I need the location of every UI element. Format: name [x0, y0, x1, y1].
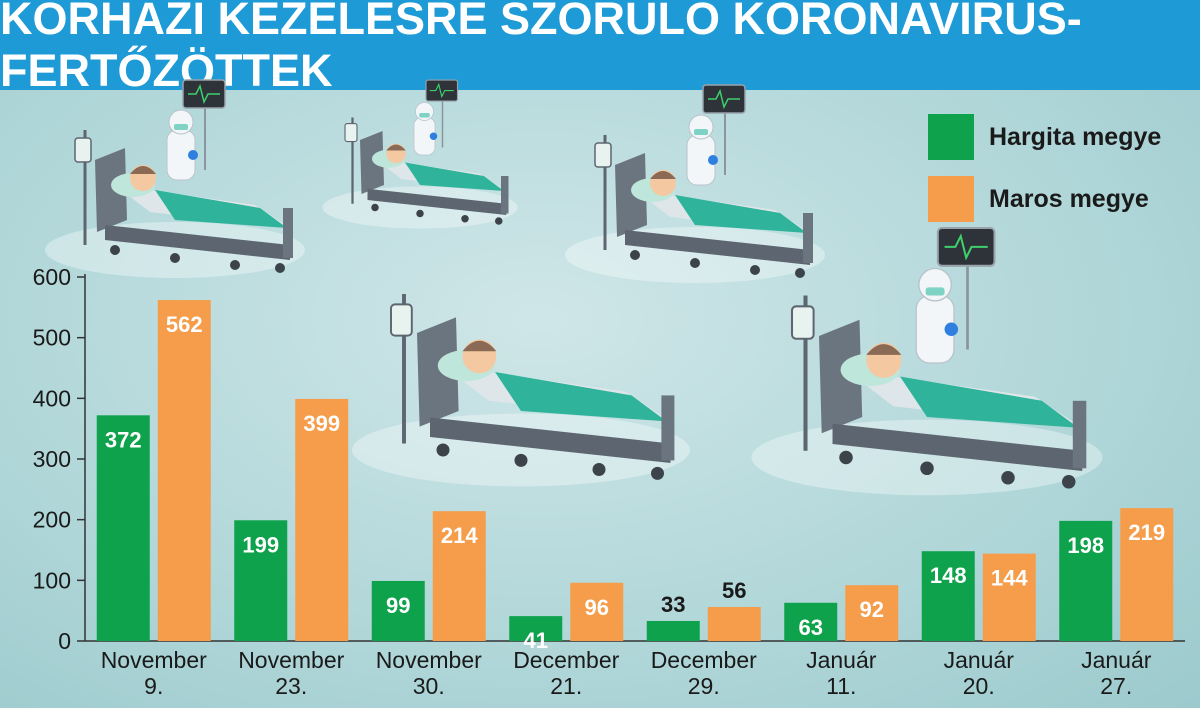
y-tick-label: 600: [33, 264, 71, 290]
x-tick-label: December: [651, 647, 757, 673]
bar-maros: [707, 607, 761, 641]
data-label-hargita: 63: [799, 615, 823, 640]
bar-hargita: [371, 580, 425, 641]
y-tick-label: 100: [33, 567, 71, 593]
y-tick-label: 200: [33, 507, 71, 533]
x-tick-label-day: 11.: [826, 673, 856, 699]
bar-maros: [570, 582, 624, 641]
bar-hargita: [1059, 520, 1113, 641]
data-label-hargita: 199: [242, 532, 279, 557]
data-label-maros: 399: [303, 411, 340, 436]
x-tick-label-day: 21.: [550, 673, 582, 699]
legend-label-hargita: Hargita megye: [989, 122, 1162, 151]
bar-maros: [982, 553, 1036, 641]
x-tick-label-day: 23.: [275, 673, 307, 699]
x-tick-label-day: 27.: [1100, 673, 1132, 699]
x-tick-label: November: [238, 647, 344, 673]
x-tick-label-day: 29.: [688, 673, 720, 699]
y-tick-label: 0: [58, 628, 71, 654]
y-tick-label: 500: [33, 325, 71, 351]
y-tick-label: 400: [33, 385, 71, 411]
legend-swatch-maros: [928, 176, 974, 222]
title-banner: [0, 0, 1200, 90]
bar-hargita: [509, 616, 563, 641]
legend-item-hargita: Hargita megye: [928, 114, 1161, 160]
x-tick-label: November: [101, 647, 207, 673]
bar-maros: [1120, 508, 1174, 641]
data-label-maros: 56: [722, 578, 746, 603]
data-label-hargita: 372: [105, 427, 142, 452]
data-label-maros: 214: [441, 523, 478, 548]
data-label-hargita: 41: [524, 628, 548, 653]
data-label-hargita: 33: [661, 592, 685, 617]
bar-hargita: [921, 551, 975, 641]
data-label-hargita: 148: [930, 563, 967, 588]
x-tick-label-day: 9.: [144, 673, 163, 699]
legend-label-maros: Maros megye: [989, 184, 1149, 213]
data-label-maros: 144: [991, 566, 1028, 591]
bar-maros: [432, 511, 486, 641]
x-tick-label: Január: [1081, 647, 1152, 673]
data-label-maros: 219: [1128, 520, 1165, 545]
x-tick-label: Január: [944, 647, 1015, 673]
chart-title: KÓRHÁZI KEZELÉSRE SZORULÓ KORONAVÍRUS-FE…: [0, 0, 1082, 96]
legend-item-maros: Maros megye: [928, 176, 1149, 222]
legend-swatch-hargita: [928, 114, 974, 160]
x-tick-label: December: [513, 647, 619, 673]
hospital-bed-nurse-icon: [322, 79, 518, 229]
hospital-bed-nurse-icon: [565, 84, 825, 283]
x-tick-label-day: 30.: [413, 673, 445, 699]
hospital-bed-nurse-icon: [751, 226, 1103, 496]
bar-hargita: [96, 415, 150, 641]
data-label-hargita: 99: [386, 593, 410, 618]
y-tick-label: 300: [33, 446, 71, 472]
bar-maros: [295, 398, 349, 641]
data-label-hargita: 198: [1067, 533, 1104, 558]
bar-maros: [845, 585, 899, 641]
bar-maros: [157, 300, 211, 641]
x-tick-label: Január: [806, 647, 877, 673]
hospital-bed-patient-icon: [352, 293, 690, 487]
data-label-maros: 562: [166, 312, 203, 337]
x-tick-label-day: 20.: [963, 673, 995, 699]
hospital-bed-nurse-icon: [45, 79, 305, 278]
data-label-maros: 92: [860, 597, 884, 622]
bar-hargita: [234, 520, 288, 641]
data-label-maros: 96: [585, 595, 609, 620]
bar-hargita: [784, 602, 838, 641]
bar-hargita: [646, 620, 700, 641]
x-tick-label: November: [376, 647, 482, 673]
